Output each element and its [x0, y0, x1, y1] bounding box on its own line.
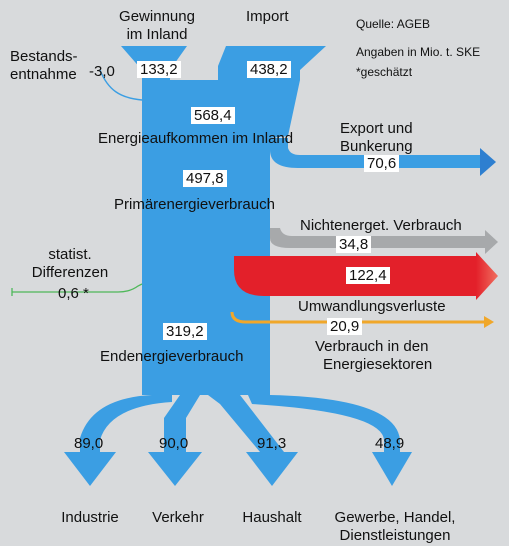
- sector-label-industrie: Industrie: [61, 509, 119, 526]
- stock-label-line2: entnahme: [10, 66, 77, 83]
- final-label: Endenergieverbrauch: [100, 348, 244, 365]
- sector-label-gewerbe-line1: Gewerbe, Handel,: [334, 509, 456, 526]
- arrowhead-gewerbe: [372, 452, 412, 486]
- sector-label-line2: Energiesektoren: [323, 356, 433, 373]
- source-note: Quelle: AGEB: [356, 17, 431, 31]
- fan-industrie: [80, 395, 172, 452]
- arrowhead-verkehr: [148, 452, 202, 486]
- nonenergy-flow: [270, 228, 485, 248]
- export-label-line1: Export und: [340, 120, 413, 137]
- sector-value-industrie: 89,0: [74, 435, 104, 452]
- stat-diff-label-line1: statist.: [48, 246, 92, 263]
- fan-gewerbe: [248, 395, 400, 452]
- export-arrowhead: [480, 148, 496, 176]
- sector-value: 20,9: [327, 318, 363, 335]
- sector-value-gewerbe: 48,9: [375, 435, 405, 452]
- arrowhead-haushalt: [246, 452, 298, 486]
- sector-arrowhead: [484, 316, 494, 328]
- sector-label-gewerbe-line2: Dienstleistungen: [339, 527, 451, 544]
- sector-value-haushalt: 91,3: [257, 435, 287, 452]
- export-label-line2: Bunkerung: [340, 138, 413, 155]
- nonenergy-value: 34,8: [336, 236, 372, 253]
- stat-diff-value: 0,6 *: [58, 285, 89, 302]
- fan-verkehr: [164, 395, 200, 452]
- import-value: 438,2: [247, 61, 291, 78]
- units-note: Angaben in Mio. t. SKE: [356, 45, 481, 59]
- domestic-label-line2: im Inland: [126, 26, 188, 43]
- sector-value-verkehr: 90,0: [159, 435, 189, 452]
- sector-label-haushalt: Haushalt: [242, 509, 302, 526]
- domestic-value: 133,2: [137, 61, 181, 78]
- stock-value: -3,0: [89, 63, 115, 80]
- arrowhead-industrie: [64, 452, 116, 486]
- export-value: 70,6: [364, 155, 400, 172]
- domestic-label-line1: Gewinnung: [119, 8, 195, 25]
- supply-value: 568,4: [191, 107, 235, 124]
- primary-label: Primärenergieverbrauch: [114, 196, 275, 213]
- stock-withdrawal-line: [99, 69, 143, 101]
- final-value: 319,2: [163, 323, 207, 340]
- export-flow: [270, 138, 480, 168]
- sector-flow: [230, 311, 484, 324]
- estimated-note: *geschätzt: [356, 65, 413, 79]
- conversion-arrowhead: [476, 252, 498, 300]
- primary-value: 497,8: [183, 170, 227, 187]
- sector-label-line1: Verbrauch in den: [315, 338, 429, 355]
- stat-diff-label-line2: Differenzen: [31, 264, 109, 281]
- sector-label-verkehr: Verkehr: [152, 509, 204, 526]
- fan-haushalt: [208, 395, 284, 452]
- stat-diff-line: [12, 283, 143, 293]
- nonenergy-arrowhead: [485, 230, 498, 254]
- conversion-label: Umwandlungsverluste: [298, 298, 446, 315]
- import-label: Import: [246, 8, 289, 25]
- nonenergy-label: Nichtenerget. Verbrauch: [300, 217, 462, 234]
- conversion-value: 122,4: [346, 267, 390, 284]
- supply-label: Energieaufkommen im Inland: [98, 130, 294, 147]
- stock-label-line1: Bestands-: [10, 48, 78, 65]
- main-trunk: [142, 80, 300, 395]
